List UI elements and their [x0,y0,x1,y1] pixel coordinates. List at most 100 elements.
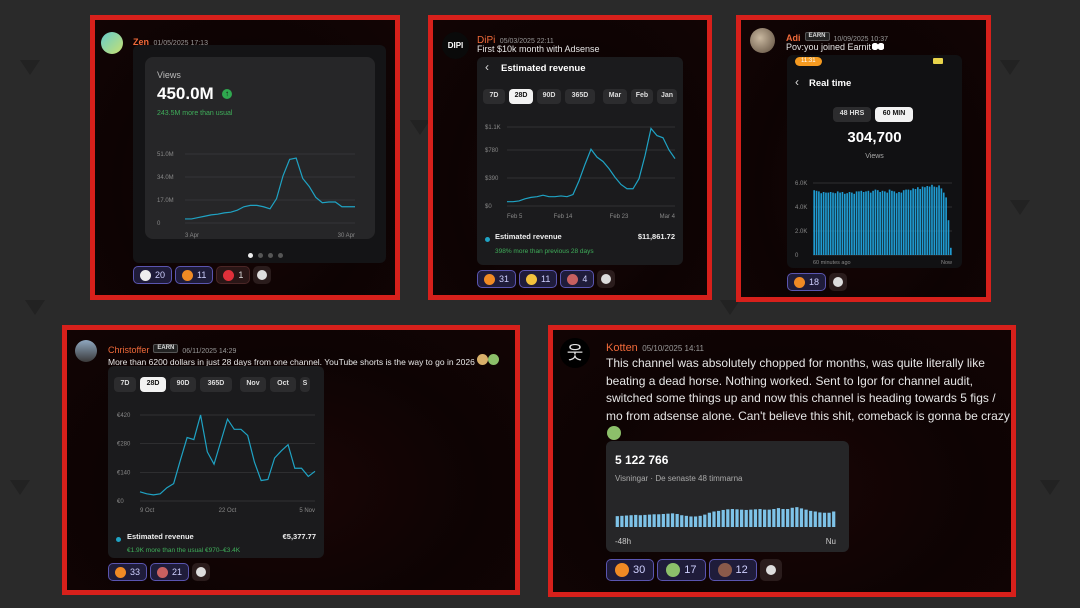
bar [776,508,781,527]
message-text: Pov:you joined Earnit [786,42,885,52]
tab-28d[interactable]: 28D [140,377,166,392]
toggle-48-hrs[interactable]: 48 HRS [833,107,871,122]
avatar[interactable] [750,28,775,53]
author-name[interactable]: Zen [133,37,150,47]
author-name[interactable]: DiPi [477,35,496,46]
avatar[interactable] [75,340,97,362]
tab-feb[interactable]: Feb [631,89,653,104]
toggle-60-min[interactable]: 60 MIN [875,107,913,122]
reaction-hundred[interactable]: 1 [216,266,251,284]
author-name[interactable]: Adi [786,33,801,43]
carousel-dot[interactable] [248,253,253,258]
views-total: 450.0M [157,84,214,103]
fire-icon [794,276,805,288]
tab-90d[interactable]: 90D [170,377,196,392]
x-tick-label: 30 Apr [338,233,355,239]
reaction-fire[interactable]: 33 [108,563,148,581]
bar [902,190,905,255]
reaction-fire[interactable]: 30 [606,559,655,581]
image-embed[interactable]: Views 450.0M ↑ 243.5M more than usual 51… [133,45,386,263]
reaction-relieved-face[interactable]: 11 [519,270,558,288]
legend-dot [485,237,490,242]
legend-dot [116,537,121,542]
reaction-rocket[interactable]: 4 [560,270,595,288]
tab-365d[interactable]: 365D [200,377,232,392]
reaction-rocket[interactable]: 21 [150,563,190,581]
tab-jan[interactable]: Jan [657,89,677,104]
tab-28d[interactable]: 28D [509,89,533,104]
tab-7d[interactable]: 7D [114,377,136,392]
carousel-dot[interactable] [268,253,273,258]
avatar[interactable]: DIPI [442,32,469,59]
avatar[interactable] [101,32,123,54]
reaction-count: 12 [735,563,748,576]
author-name[interactable]: Kotten [606,342,638,354]
bar [740,509,744,527]
reactions: 33 21 [108,563,211,581]
carousel-dot[interactable] [278,253,283,258]
bar [858,191,860,255]
bar [799,508,804,527]
revenue-chart: $1.1K $780 $390 $0 Feb 5 Feb 14 Feb 23 Mar 4 [477,57,683,265]
add-reaction-button[interactable] [597,270,616,288]
add-reaction-button[interactable] [829,273,848,291]
stick-figure-avatar[interactable]: 웃 [560,338,590,368]
tab-mar[interactable]: Mar [603,89,627,104]
bar [795,507,799,527]
metric-label: Views [157,70,181,80]
chart-svg: 6.0K 4.0K 2.0K 0 60 minutes ago Now [795,181,952,266]
tab-nov[interactable]: Nov [240,377,266,392]
image-embed[interactable]: 11:31 ‹ Real time 48 HRS 60 MIN 304,700 V… [787,55,962,268]
eyes-icon [872,43,885,50]
series-line [139,414,316,496]
bar [942,192,945,255]
image-embed[interactable]: ‹ Estimated revenue 7D 28D 90D 365D Mar Feb Ja… [477,57,683,265]
reaction-llama[interactable]: 20 [133,266,173,284]
smiley-icon [833,277,844,287]
reaction-fire[interactable]: 31 [477,270,517,288]
reaction-money-wings[interactable]: 17 [657,559,706,581]
reaction-count: 1 [238,269,244,280]
y-tick-label: €140 [117,470,131,476]
add-reaction-button[interactable] [253,266,272,284]
rocket-icon [567,273,579,285]
tab-365d[interactable]: 365D [565,89,595,104]
author-name[interactable]: Christoffer [108,345,150,355]
reactions: 30 17 12 [606,559,782,581]
bar [895,193,898,255]
reaction-fire[interactable]: 11 [175,266,214,284]
fire-icon [615,563,629,577]
x-tick-label: -48h [615,537,631,546]
back-chevron-icon[interactable]: ‹ [485,60,489,74]
tab-90d[interactable]: 90D [537,89,561,104]
bar [836,191,839,255]
bar [860,190,863,255]
y-tick-label: 17.0M [157,198,174,204]
carousel-dot[interactable] [258,253,263,258]
image-embed[interactable]: 5 122 766 Visningar · De senaste 48 timm… [606,441,849,552]
chart-title: Estimated revenue [501,63,586,74]
reaction-fire[interactable]: 18 [787,273,827,291]
reaction-count: 11 [197,269,207,280]
bar [815,190,818,255]
add-reaction-button[interactable] [192,563,211,581]
x-tick-label: 60 minutes ago [813,260,851,266]
carousel-dots[interactable] [248,253,283,258]
bar [893,191,896,255]
bar [851,192,853,255]
bar [818,512,822,527]
tab-7d[interactable]: 7D [483,89,505,104]
y-tick-label: €280 [117,442,131,448]
back-chevron-icon[interactable]: ‹ [795,75,799,89]
bar [643,514,647,527]
bar [869,192,872,255]
bar [912,188,914,255]
y-tick-label: 51.0M [157,152,174,158]
reaction-face-avatar[interactable]: 12 [708,559,757,581]
tab-oct[interactable]: Oct [270,377,296,392]
views-total: 5 122 766 [615,453,669,467]
message-text: First $10k month with Adsense [477,44,600,54]
image-embed[interactable]: 7D 28D 90D 365D Nov Oct S €420 €280 €140 €0 9 Oct 2… [108,366,324,558]
add-reaction-button[interactable] [759,559,782,581]
tab-s[interactable]: S [300,377,310,392]
